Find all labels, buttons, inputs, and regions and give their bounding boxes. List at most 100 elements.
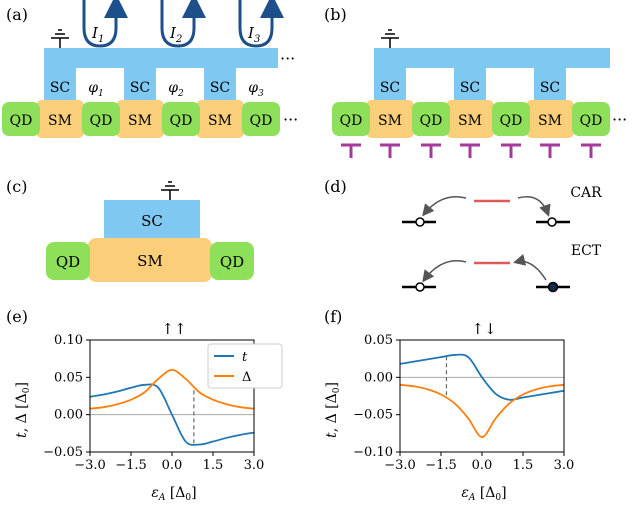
series-line-delta — [89, 368, 255, 410]
chart-title-f: ↑↓ — [471, 320, 496, 338]
series-line-t — [89, 383, 255, 446]
arrow — [422, 260, 467, 283]
qd-block — [492, 102, 530, 136]
sc-label: SC — [130, 80, 150, 96]
ellipsis-top: ··· — [280, 49, 295, 68]
xlabel-f: εA [Δ0] — [461, 485, 506, 503]
sm-block — [196, 100, 244, 138]
qd-label: QD — [220, 253, 244, 271]
legend-label-delta: Δ — [242, 370, 251, 385]
panel-label-b: (b) — [324, 5, 347, 24]
filled-state — [547, 281, 559, 293]
panel-c: (c) SC SM QD QD — [6, 177, 254, 282]
y-tick-label: 0.00 — [54, 408, 83, 423]
sc-block — [104, 200, 200, 240]
qd-block — [572, 102, 610, 136]
current-label-3: I3 — [247, 24, 260, 45]
sm-label: SM — [538, 113, 562, 129]
panel-label-e: (e) — [6, 307, 28, 326]
qd-label: QD — [170, 113, 193, 129]
legend-label-t: t — [242, 350, 248, 365]
sm-label: SM — [48, 113, 72, 129]
sc-label: SC — [210, 80, 230, 96]
current-label-2: I2 — [169, 24, 182, 45]
x-tick-label: 3.0 — [554, 458, 575, 473]
y-tick-label: 0.05 — [364, 333, 393, 348]
sc-label: SC — [460, 80, 480, 96]
qd-block — [162, 102, 200, 136]
chart-title-e: ↑↑ — [161, 320, 186, 338]
xlabel-e: εA [Δ0] — [151, 485, 196, 503]
x-tick-label: 0.0 — [162, 458, 183, 473]
panel-b: (b) SC SC SC QD SM QD SM QD SM QD ··· — [324, 5, 627, 158]
y-tick-label: −0.05 — [353, 408, 393, 423]
sm-label: SM — [458, 113, 482, 129]
qd-label: QD — [420, 113, 443, 129]
series-line-t — [399, 353, 565, 401]
ground-symbol — [51, 29, 69, 48]
empty-state — [415, 217, 425, 227]
sm-label: SM — [137, 252, 163, 270]
qd-block — [82, 102, 120, 136]
empty-state — [415, 282, 425, 292]
qd-label: QD — [56, 253, 80, 271]
ellipsis-bottom: ··· — [283, 110, 298, 129]
phase-label-2: φ2 — [168, 80, 184, 99]
x-tick-label: 3.0 — [244, 458, 265, 473]
sm-block — [366, 100, 414, 138]
qd-block — [242, 102, 280, 136]
current-label-1: I1 — [91, 24, 104, 45]
car-label: CAR — [570, 185, 602, 201]
sm-label: SM — [128, 113, 152, 129]
y-tick-label: 0.05 — [54, 370, 83, 385]
qd-block — [412, 102, 450, 136]
x-tick-label: 1.5 — [513, 458, 534, 473]
plot-e: −3.0 −1.5 0.0 1.5 3.0 −0.05 0.00 0.05 0.10 — [43, 333, 264, 473]
ylabel-e: t, Δ [Δ0] — [14, 382, 32, 438]
ylabel-f: t, Δ [Δ0] — [324, 382, 342, 438]
qd-label: QD — [10, 113, 33, 129]
y-tick-label: −0.05 — [43, 445, 83, 460]
qd-label: QD — [340, 113, 363, 129]
qd-block — [332, 102, 370, 136]
axes-frame — [399, 339, 565, 453]
sm-label: SM — [208, 113, 232, 129]
series-line-delta — [399, 383, 565, 438]
plot-f: −3.0 −1.5 0.0 1.5 3.0 −0.10 −0.05 0.00 0.05 — [353, 333, 574, 473]
y-tick-label: 0.00 — [364, 370, 393, 385]
sc-label: SC — [141, 212, 163, 230]
qd-label: QD — [580, 113, 603, 129]
y-tick-label: 0.10 — [54, 333, 83, 348]
x-tick-label: 1.5 — [203, 458, 224, 473]
sc-label: SC — [540, 80, 560, 96]
qd-block — [2, 102, 40, 136]
qd-label: QD — [250, 113, 273, 129]
panel-d: (d) CAR ECT — [324, 177, 602, 293]
qd-label: QD — [500, 113, 523, 129]
arrow — [517, 196, 551, 217]
empty-state — [547, 217, 557, 227]
ect-label: ECT — [571, 243, 602, 259]
arrow — [513, 254, 547, 281]
panel-label-d: (d) — [324, 177, 347, 196]
y-tick-label: −0.10 — [353, 445, 393, 460]
sm-block — [116, 100, 164, 138]
sc-bar — [44, 48, 278, 68]
phase-label-3: φ3 — [248, 80, 264, 99]
panel-label-c: (c) — [6, 177, 27, 196]
sc-bar — [374, 48, 610, 68]
sm-block — [526, 100, 574, 138]
x-tick-label: −1.5 — [115, 458, 147, 473]
panel-label-a: (a) — [6, 5, 28, 24]
sm-label: SM — [378, 113, 402, 129]
sm-block — [446, 100, 494, 138]
ground-symbol — [381, 29, 399, 48]
x-tick-label: −3.0 — [74, 458, 106, 473]
sc-label: SC — [50, 80, 70, 96]
panel-e: (e) ↑↑ −3.0 −1.5 0.0 1.5 3.0 −0.05 0.00 0.05 0.1… — [6, 307, 283, 503]
x-tick-label: −3.0 — [384, 458, 416, 473]
arrow — [422, 196, 467, 217]
panel-label-f: (f) — [324, 307, 342, 326]
panel-a: (a) I1 I2 I3 ··· SC SC SC φ1 φ2 φ3 — [2, 0, 298, 138]
